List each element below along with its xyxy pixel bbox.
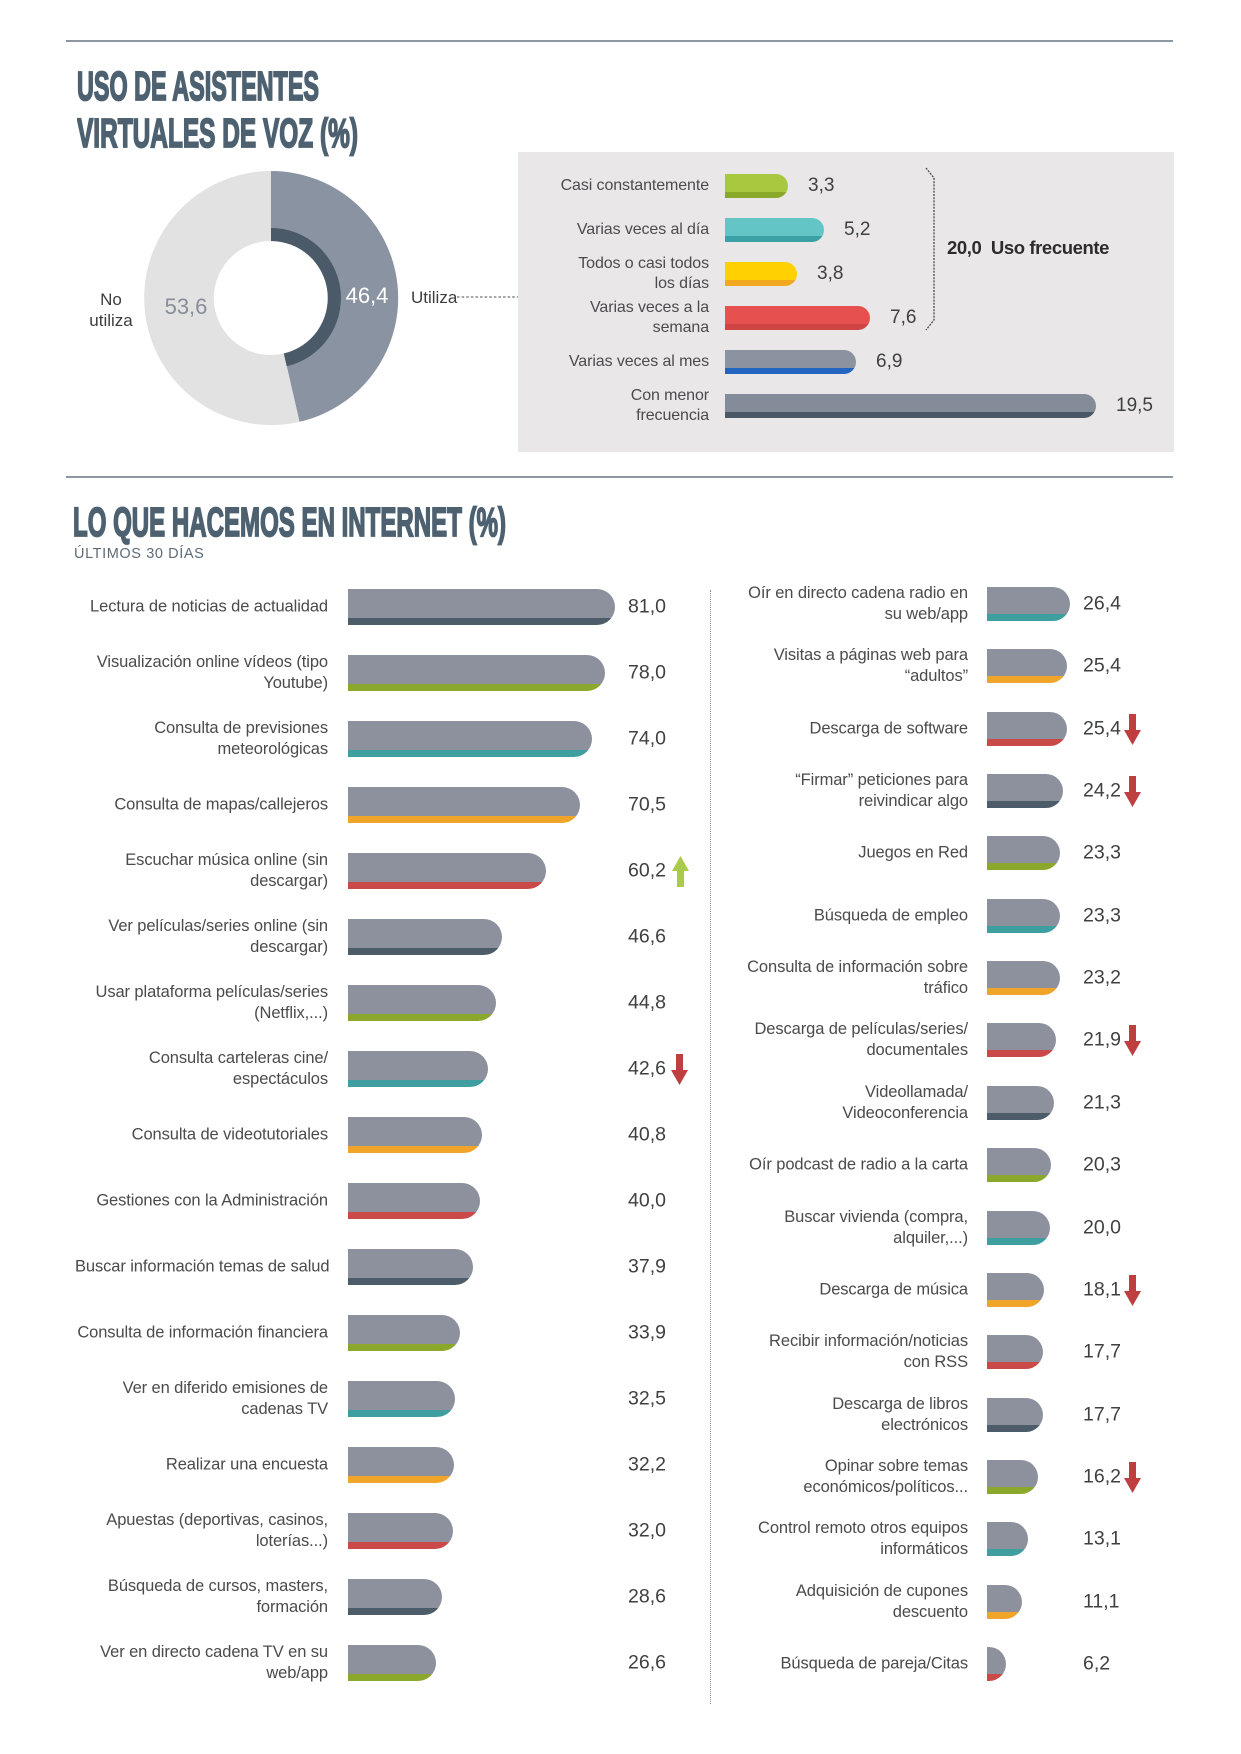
- svg-text:USO DE ASISTENTES: USO DE ASISTENTES: [77, 63, 319, 109]
- svg-text:LO QUE HACEMOS EN INTERNET (%): LO QUE HACEMOS EN INTERNET (%): [73, 499, 506, 545]
- svg-text:VIRTUALES DE VOZ (%): VIRTUALES DE VOZ (%): [77, 110, 358, 156]
